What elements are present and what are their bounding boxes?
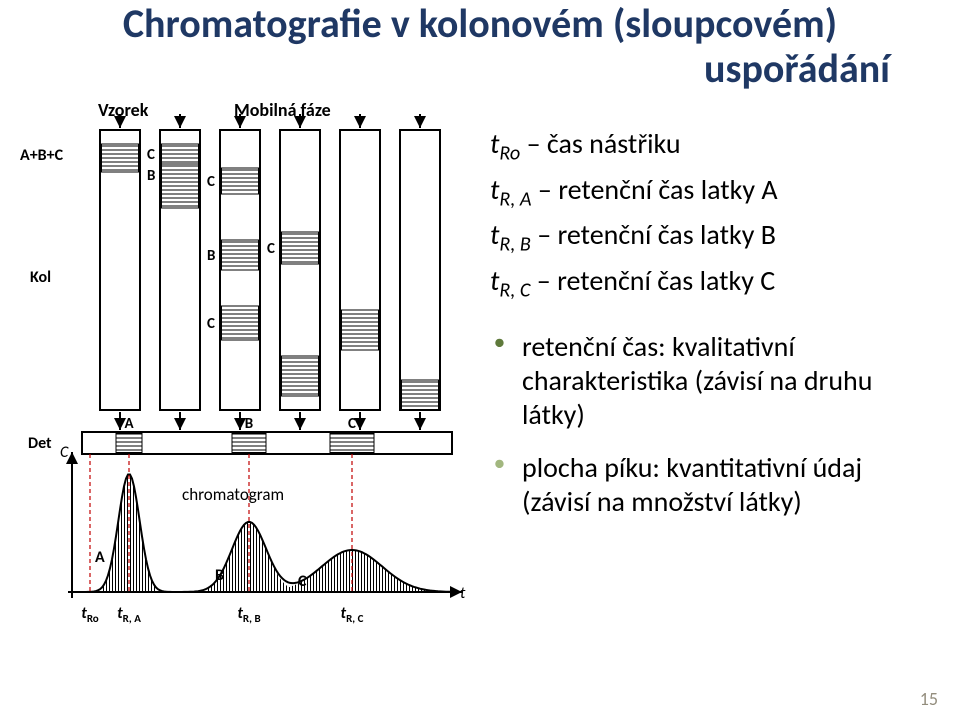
- bullet-retention-time: retenční čas: kvalitativní charakteristi…: [516, 330, 930, 431]
- svg-text:B: B: [215, 566, 224, 585]
- svg-text:B: B: [147, 167, 155, 185]
- bullet-list: retenční čas: kvalitativní charakteristi…: [490, 330, 930, 518]
- svg-text:A: A: [95, 548, 105, 567]
- svg-text:Det: Det: [28, 434, 52, 453]
- slide-title: Chromatografie v kolonovém (sloupcovém) …: [30, 2, 930, 92]
- title-line2: uspořádání: [30, 47, 930, 92]
- def-tRo: tRo – čas nástřiku: [490, 126, 930, 166]
- svg-text:t: t: [460, 584, 466, 603]
- svg-text:tR, A: tR, A: [117, 604, 141, 625]
- svg-text:tRo: tRo: [81, 604, 99, 625]
- svg-text:C: C: [60, 443, 69, 462]
- svg-text:C: C: [298, 572, 307, 591]
- svg-text:Kol: Kol: [30, 268, 51, 287]
- definitions-block: tRo – čas nástřiku tR, A – retenční čas …: [490, 120, 930, 538]
- title-line1: Chromatografie v kolonovém (sloupcovém): [123, 0, 837, 48]
- svg-text:A+B+C: A+B+C: [20, 146, 64, 165]
- svg-text:C: C: [348, 415, 356, 433]
- svg-text:Mobilná fáze: Mobilná fáze: [234, 100, 331, 121]
- column-chromatography-diagram: Vzorek Mobilná fáze A+B+C Kol Det chromatogra…: [12, 100, 472, 640]
- svg-text:C: C: [207, 315, 215, 333]
- svg-text:B: B: [245, 415, 253, 433]
- page-number: 15: [920, 688, 938, 710]
- def-tRA: tR, A – retenční čas latky A: [490, 172, 930, 212]
- svg-text:chromatogram: chromatogram: [182, 484, 284, 505]
- svg-text:C: C: [267, 240, 275, 258]
- svg-text:A: A: [124, 415, 134, 433]
- def-tRC: tR, C – retenční čas latky C: [490, 263, 930, 303]
- svg-text:B: B: [207, 247, 215, 265]
- bullet-peak-area: plocha píku: kvantitativní údaj (závisí …: [516, 451, 930, 518]
- svg-text:Vzorek: Vzorek: [98, 100, 149, 121]
- svg-text:C: C: [207, 173, 215, 191]
- def-tRB: tR, B – retenční čas latky B: [490, 217, 930, 257]
- svg-text:tR, C: tR, C: [341, 604, 364, 625]
- svg-text:tR, B: tR, B: [237, 604, 260, 625]
- svg-text:C: C: [147, 146, 155, 164]
